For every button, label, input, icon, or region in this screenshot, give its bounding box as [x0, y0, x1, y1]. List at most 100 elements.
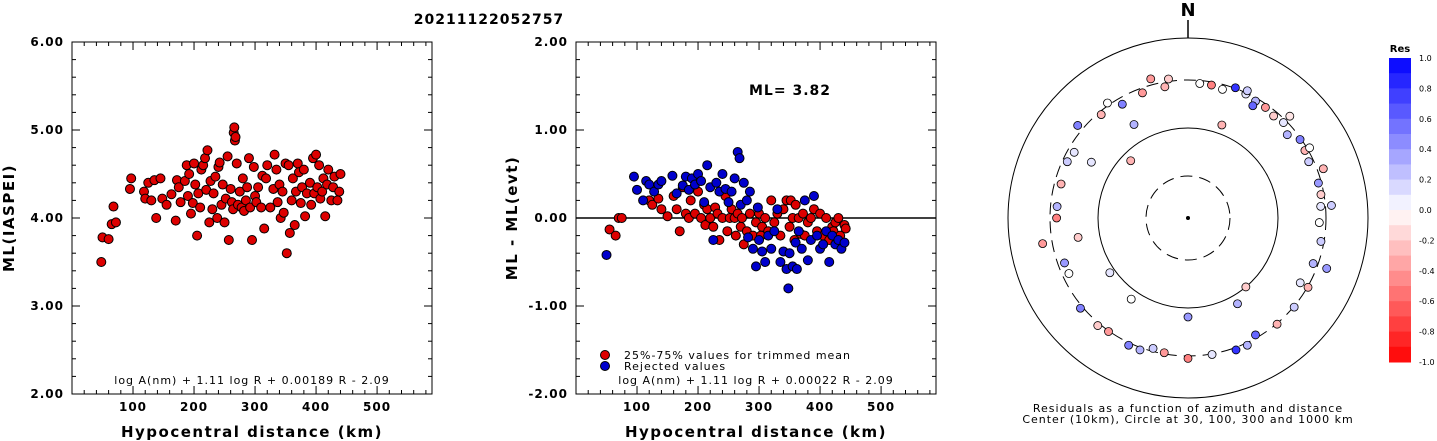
rejected-point [772, 204, 783, 215]
ml-point [173, 182, 184, 193]
azimuth-point [1103, 98, 1112, 108]
rejected-point [743, 232, 754, 243]
azimuth-point [1126, 294, 1136, 304]
trimmed-point [656, 204, 667, 215]
ml-point [210, 171, 221, 182]
colorbar-swatch [1389, 316, 1411, 333]
azimuth-point [1272, 319, 1282, 329]
rejected-point [632, 184, 643, 195]
azimuth-point [1183, 312, 1193, 322]
ml-x-tick-label: 300 [241, 400, 269, 414]
ml-point [253, 182, 264, 193]
residual-x-tick-label: 200 [684, 400, 712, 414]
ml-point [225, 183, 236, 194]
trimmed-point [790, 199, 801, 210]
residual-y-tick-label: -1.00 [528, 299, 568, 313]
rejected-point [760, 257, 771, 267]
ml-point [261, 173, 272, 184]
rejected-point [796, 243, 807, 254]
ml-x-tick-label: 100 [119, 400, 147, 414]
azimuth-point [1308, 259, 1318, 268]
rejected-point [638, 195, 649, 206]
ml-point [155, 173, 166, 184]
trimmed-point [722, 226, 733, 237]
rejected-point [799, 195, 810, 206]
residual-x-tick-label: 100 [623, 400, 651, 414]
ml-point [146, 195, 157, 206]
ml-point [334, 186, 345, 197]
azimuth-point [1038, 239, 1048, 249]
rejected-point [726, 186, 737, 197]
residual-points [601, 147, 851, 294]
colorbar-swatch [1389, 270, 1411, 287]
colorbar-swatch [1389, 58, 1411, 74]
azimuth-point [1195, 79, 1205, 88]
ml-point [110, 217, 121, 228]
rejected-point [699, 197, 710, 208]
colorbar-swatch [1389, 179, 1411, 196]
azimuth-point [1231, 83, 1240, 93]
ml-point [208, 188, 219, 199]
azimuth-residual-panel: N Residuals as a function of azimuth and… [1007, 0, 1369, 426]
residual-x-tick-label: 300 [745, 400, 773, 414]
azimuth-point [1261, 103, 1270, 112]
azimuth-point [1242, 86, 1252, 96]
ml-point [207, 204, 218, 215]
azimuth-point [1318, 164, 1328, 174]
rejected-point [601, 249, 612, 260]
azimuth-point [1062, 157, 1072, 167]
ml-point [287, 173, 298, 184]
ml-point [124, 183, 135, 194]
ml-y-tick-label: 2.00 [30, 387, 64, 401]
ml-point [277, 186, 288, 197]
ml-point [151, 213, 162, 223]
colorbar-swatch [1389, 149, 1411, 165]
colorbar-swatch [1389, 164, 1411, 181]
figure-title: 20211122052757 [414, 12, 564, 28]
ml-point [219, 217, 230, 228]
colorbar-tick-label: 0.2 [1419, 176, 1432, 185]
colorbar-tick-label: 0.4 [1419, 145, 1432, 154]
ml-plot-frame [71, 41, 433, 395]
ml-point [243, 153, 254, 164]
residual-y-tick-label: 2.00 [534, 35, 568, 49]
azimuth-point [1314, 218, 1324, 227]
legend-label-rejected: Rejected values [624, 360, 726, 373]
residual-x-tick-label: 400 [806, 400, 834, 414]
colorbar-tick-label: 1.0 [1419, 54, 1432, 63]
colorbar-swatch [1389, 331, 1411, 348]
azimuth-point [1073, 121, 1083, 130]
trimmed-point [705, 213, 716, 223]
azimuth-point [1073, 232, 1083, 242]
colorbar-tick-label: -0.8 [1419, 328, 1435, 337]
colorbar-swatch [1389, 73, 1411, 89]
azimuth-point [1251, 330, 1260, 340]
colorbar-swatch [1389, 194, 1411, 211]
azimuth-point [1314, 178, 1323, 188]
trimmed-point [821, 213, 832, 223]
ml-point [314, 160, 325, 171]
ml-point [269, 149, 280, 160]
rejected-point [802, 255, 813, 266]
trimmed-point [736, 213, 747, 223]
ml-point [332, 195, 343, 206]
ml-point [231, 158, 242, 169]
residual-vs-distance-panel: -2.00 -1.00 0.00 1.00 2.00 100 200 300 400 500 ML… [503, 35, 937, 441]
azimuth-point [1069, 147, 1079, 157]
ml-point [126, 173, 137, 184]
ml-point [335, 169, 346, 179]
azimuth-point [1207, 350, 1217, 359]
residual-x-tick-label: 500 [867, 400, 895, 414]
trimmed-point [708, 221, 719, 232]
rejected-point [717, 169, 728, 179]
ml-y-axis-label: ML(IASPEI) [0, 164, 18, 272]
azimuth-points [1038, 74, 1336, 363]
ml-point [283, 160, 294, 171]
ml-point [166, 189, 177, 200]
azimuth-point [1060, 258, 1069, 268]
ml-point [289, 220, 300, 231]
ml-vs-distance-panel: 2.00 3.00 4.00 5.00 6.00 100 200 300 400 500 log … [0, 35, 433, 441]
ml-point [237, 173, 248, 184]
rejected-point [812, 230, 823, 241]
azimuth-point [1316, 201, 1326, 211]
